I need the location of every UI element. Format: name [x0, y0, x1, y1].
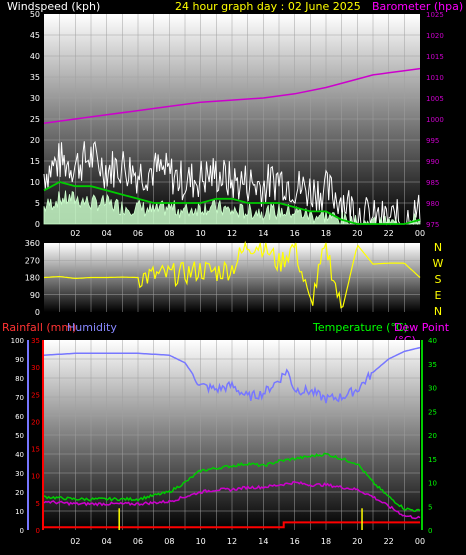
- temperature-y-tick-label: 20: [428, 432, 437, 440]
- wind-y-tick-label: 30: [30, 94, 40, 103]
- direction-letter-s: S: [435, 273, 442, 286]
- humidity-y-tick-label: 50: [15, 432, 24, 440]
- temperature-y-tick-label: 10: [428, 480, 437, 488]
- temperature-y-tick-label: 25: [428, 408, 437, 416]
- climate-x-tick-label: 20: [352, 537, 362, 546]
- humidity-y-tick-label: 20: [15, 489, 24, 497]
- temperature-y-tick-label: 15: [428, 456, 437, 464]
- direction-letter-n: N: [434, 305, 442, 318]
- humidity-y-tick-label: 0: [20, 527, 24, 535]
- wind-x-tick-label: 18: [321, 229, 331, 238]
- climate-x-tick-label: 06: [133, 537, 143, 546]
- wind-x-tick-label: 20: [352, 229, 362, 238]
- rain-y-tick-label: 20: [31, 418, 40, 426]
- wind-y-tick-label: 15: [30, 157, 40, 166]
- wind-x-tick-label: 06: [133, 229, 143, 238]
- direction-letter-n: N: [434, 241, 442, 254]
- temperature-y-tick-label: 40: [428, 337, 437, 345]
- direction-y-tick-label: 180: [25, 274, 40, 283]
- barometer-line: [43, 67, 421, 124]
- wind-y-tick-label: 0: [35, 220, 40, 229]
- wind-y-tick-label: 40: [30, 52, 40, 61]
- temperature-y-tick-label: 30: [428, 385, 437, 393]
- humidity-label: Humidity: [67, 321, 117, 334]
- barometer-y-tick-label: 1010: [426, 74, 444, 82]
- rain-y-tick-label: 15: [31, 446, 40, 454]
- wind-y-tick-label: 10: [30, 178, 40, 187]
- wind-x-tick-label: 02: [70, 229, 80, 238]
- barometer-y-tick-label: 1005: [426, 95, 444, 103]
- climate-x-tick-label: 04: [102, 537, 112, 546]
- wind-y-tick-label: 25: [30, 115, 40, 124]
- climate-x-tick-label: 22: [384, 537, 394, 546]
- temperature-y-tick-label: 5: [428, 503, 432, 511]
- wind-x-tick-label: 16: [290, 229, 300, 238]
- humidity-y-tick-label: 10: [15, 508, 24, 516]
- barometer-y-tick-label: 985: [426, 179, 439, 187]
- humidity-y-tick-label: 70: [15, 394, 24, 402]
- direction-y-tick-label: 0: [35, 308, 40, 317]
- climate-x-tick-label: 02: [70, 537, 80, 546]
- climate-x-tick-label: 08: [164, 537, 174, 546]
- barometer-y-tick-label: 1020: [426, 32, 444, 40]
- direction-letter-e: E: [435, 289, 442, 302]
- climate-x-tick-label: 18: [321, 537, 331, 546]
- wind-x-tick-label: 08: [164, 229, 174, 238]
- wind-y-tick-label: 45: [30, 31, 40, 40]
- header-title: 24 hour graph day : 02 June 2025: [175, 0, 361, 13]
- barometer-y-tick-label: 1025: [426, 11, 444, 19]
- rain-y-tick-label: 35: [31, 337, 40, 345]
- wind-y-tick-label: 5: [35, 199, 40, 208]
- wind-y-tick-label: 20: [30, 136, 40, 145]
- temperature-y-tick-label: 35: [428, 361, 437, 369]
- humidity-y-tick-label: 100: [11, 337, 24, 345]
- direction-y-tick-label: 270: [25, 256, 40, 265]
- barometer-y-tick-label: 1000: [426, 116, 444, 124]
- wind-y-tick-label: 50: [30, 10, 40, 19]
- humidity-y-tick-label: 40: [15, 451, 24, 459]
- rainfall-series: [44, 521, 420, 529]
- wind-x-tick-label: 12: [227, 229, 237, 238]
- rainfall-label: Rainfall (mm): [2, 321, 77, 334]
- header-windspeed-label: Windspeed (kph): [7, 0, 101, 13]
- header-barometer-label: Barometer (hpa): [372, 0, 464, 13]
- climate-x-tick-label: 10: [196, 537, 206, 546]
- wind-x-tick-label: 22: [384, 229, 394, 238]
- humidity-y-tick-label: 60: [15, 413, 24, 421]
- rain-y-tick-label: 30: [31, 364, 40, 372]
- climate-x-tick-label: 16: [290, 537, 300, 546]
- temperature-series: [43, 452, 421, 512]
- dewpoint-series: [43, 480, 421, 520]
- humidity-y-tick-label: 80: [15, 375, 24, 383]
- rain-y-tick-label: 10: [31, 473, 40, 481]
- rain-y-tick-label: 5: [36, 500, 40, 508]
- climate-x-tick-label: 14: [258, 537, 268, 546]
- wind-y-tick-label: 35: [30, 73, 40, 82]
- humidity-series: [43, 346, 421, 404]
- wind-x-tick-label: 00: [415, 229, 425, 238]
- humidity-y-tick-label: 30: [15, 470, 24, 478]
- rain-y-tick-label: 25: [31, 391, 40, 399]
- temperature-y-tick-label: 0: [428, 527, 432, 535]
- rain-y-tick-label: 0: [36, 527, 40, 535]
- barometer-y-tick-label: 980: [426, 200, 439, 208]
- wind-x-tick-label: 04: [102, 229, 112, 238]
- wind-direction-series: [43, 240, 421, 309]
- humidity-y-tick-label: 90: [15, 356, 24, 364]
- wind-x-tick-label: 10: [196, 229, 206, 238]
- direction-y-tick-label: 90: [30, 291, 40, 300]
- climate-x-tick-label: 12: [227, 537, 237, 546]
- climate-x-tick-label: 00: [415, 537, 425, 546]
- direction-y-tick-label: 360: [25, 239, 40, 248]
- barometer-y-tick-label: 975: [426, 221, 439, 229]
- barometer-y-tick-label: 990: [426, 158, 439, 166]
- barometer-y-tick-label: 1015: [426, 53, 444, 61]
- wind-x-tick-label: 14: [258, 229, 268, 238]
- direction-letter-w: W: [433, 257, 444, 270]
- wind-speed-line: [43, 181, 421, 225]
- temperature-label: Temperature (°C): [313, 321, 408, 334]
- barometer-y-tick-label: 995: [426, 137, 439, 145]
